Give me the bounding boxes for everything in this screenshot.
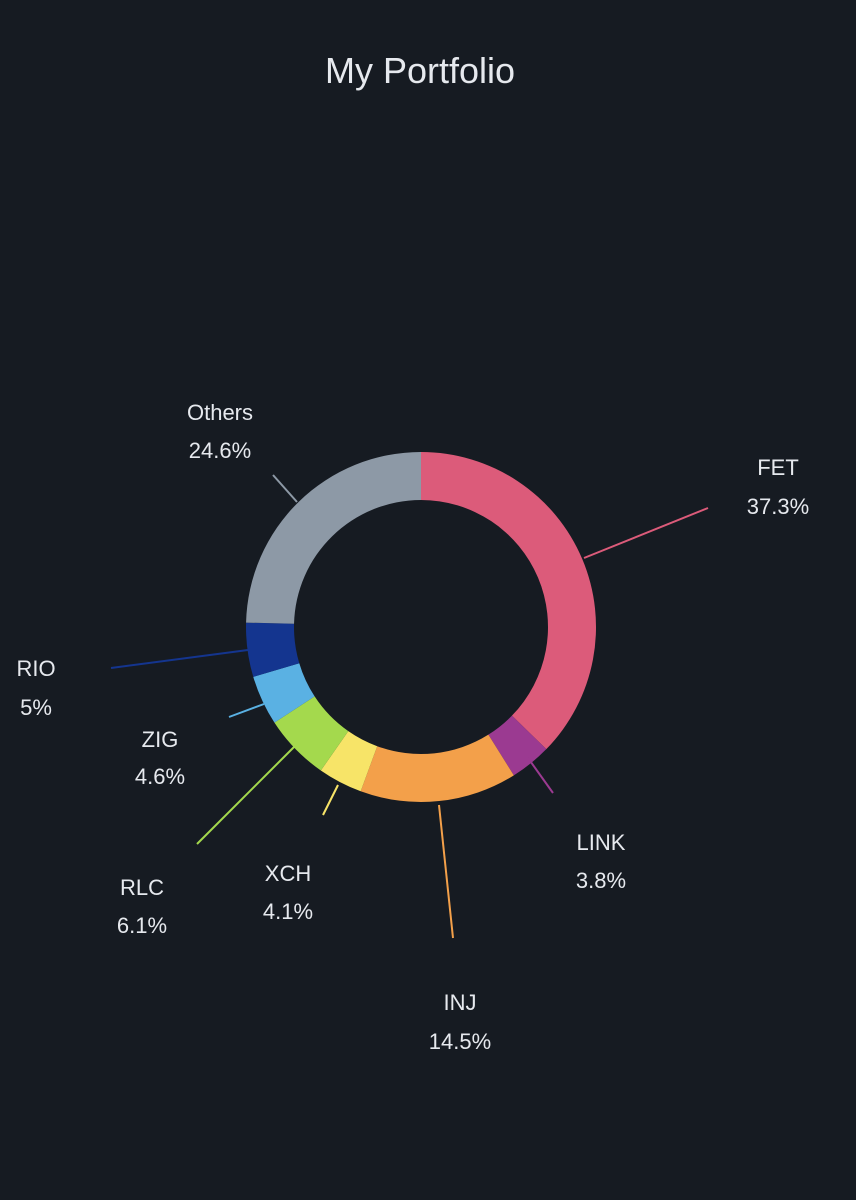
slice-link: [488, 715, 547, 776]
slice-value-xch: 4.1%: [263, 899, 313, 924]
slice-label-rlc: RLC: [120, 875, 164, 900]
chart-slices: [246, 452, 596, 802]
slice-label-zig: ZIG: [142, 727, 179, 752]
slice-others: [246, 452, 421, 624]
slice-fet: [421, 452, 596, 750]
slice-value-others: 24.6%: [189, 438, 251, 463]
chart-leader-lines: [110, 474, 709, 939]
leader-line-xch: [322, 784, 339, 816]
leader-line-fet: [583, 507, 709, 559]
slice-inj: [360, 734, 514, 802]
slice-value-zig: 4.6%: [135, 764, 185, 789]
slice-label-xch: XCH: [265, 861, 311, 886]
leader-line-link: [527, 757, 554, 794]
slice-xch: [320, 731, 378, 792]
slice-value-rlc: 6.1%: [117, 913, 167, 938]
slice-value-fet: 37.3%: [747, 494, 809, 519]
slice-zig: [253, 663, 315, 723]
slice-label-others: Others: [187, 400, 253, 425]
slice-value-link: 3.8%: [576, 868, 626, 893]
slice-label-rio: RIO: [16, 656, 55, 681]
chart-title: My Portfolio: [324, 50, 516, 91]
leader-line-rio: [110, 649, 249, 669]
slice-label-fet: FET: [757, 455, 799, 480]
chart-labels: FET 37.3% LINK 3.8% INJ 14.5% XCH 4.1% RLC 6.1% ZI…: [16, 400, 809, 1054]
slice-value-inj: 14.5%: [429, 1029, 491, 1054]
slice-rlc: [274, 696, 349, 771]
slice-value-rio: 5%: [20, 695, 52, 720]
leader-line-zig: [228, 703, 265, 718]
leader-line-inj: [438, 804, 454, 939]
slice-rio: [246, 622, 300, 677]
leader-line-others: [272, 474, 298, 503]
slice-label-link: LINK: [577, 830, 626, 855]
slice-label-inj: INJ: [444, 990, 477, 1015]
leader-line-rlc: [196, 745, 296, 845]
